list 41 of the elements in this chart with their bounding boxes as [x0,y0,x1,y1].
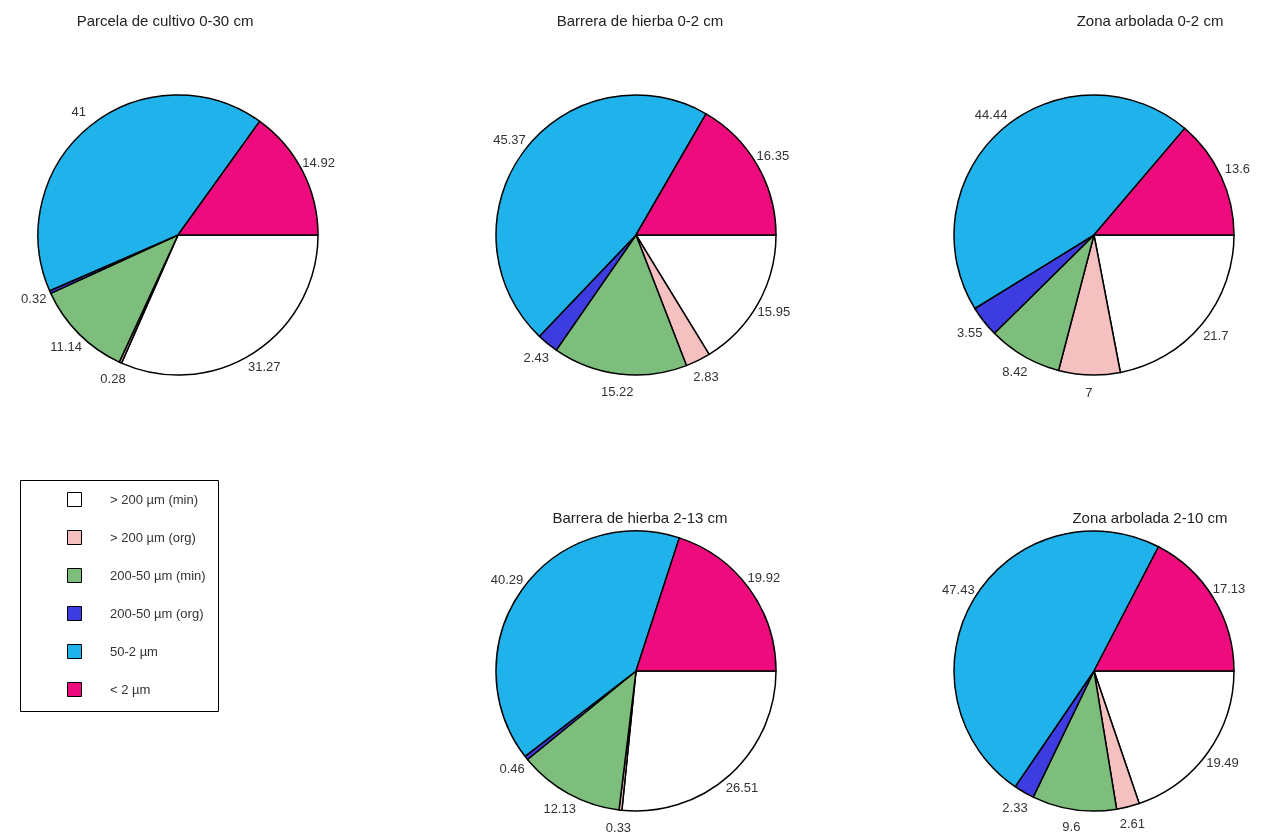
data-label: 41 [71,104,87,120]
legend-label: 50-2 µm [110,643,158,659]
data-label: 9.6 [1062,819,1081,835]
chart-title: Barrera de hierba 2-13 cm [552,509,728,527]
data-label: 26.51 [725,780,759,796]
data-label: 2.61 [1119,816,1146,832]
data-label: 11.14 [50,338,82,354]
legend-label: 200-50 µm (min) [110,567,206,583]
chart-title: Parcela de cultivo 0-30 cm [76,12,254,29]
data-label: 13.6 [1224,160,1251,176]
data-label: 14.92 [302,154,335,170]
legend-label: < 2 µm [110,681,151,697]
data-label: 7 [1085,384,1093,400]
data-label: 44.44 [974,107,1008,123]
data-label: 8.42 [1002,363,1028,379]
data-label: 3.55 [957,324,983,340]
data-label: 19.49 [1206,754,1239,770]
data-label: 40.29 [490,571,524,587]
data-label: 0.33 [605,820,632,836]
data-label: 2.33 [1002,799,1028,815]
data-label: 47.43 [942,581,975,597]
chart-title: Zona arbolada 0-2 cm [1076,12,1224,29]
data-label: 45.37 [493,132,526,148]
chart-title: Zona arbolada 2-10 cm [1072,509,1228,527]
data-label: 21.7 [1203,327,1229,343]
data-label: 12.13 [543,801,576,817]
data-label: 0.28 [100,371,126,386]
legend-label: > 200 µm (org) [110,529,196,545]
data-label: 0.32 [21,291,47,307]
data-label: 0.46 [499,761,525,777]
legend-label: > 200 µm (min) [110,491,199,507]
data-label: 19.92 [747,570,781,586]
data-label: 31.27 [248,359,281,375]
data-label: 17.13 [1212,580,1246,596]
legend-label: 200-50 µm (org) [110,605,204,621]
data-label: 15.22 [601,383,634,399]
data-label: 2.83 [693,368,719,384]
chart-title: Barrera de hierba 0-2 cm [556,12,724,29]
data-label: 2.43 [523,349,549,365]
data-label: 15.95 [757,304,791,320]
data-label: 16.35 [756,148,790,164]
